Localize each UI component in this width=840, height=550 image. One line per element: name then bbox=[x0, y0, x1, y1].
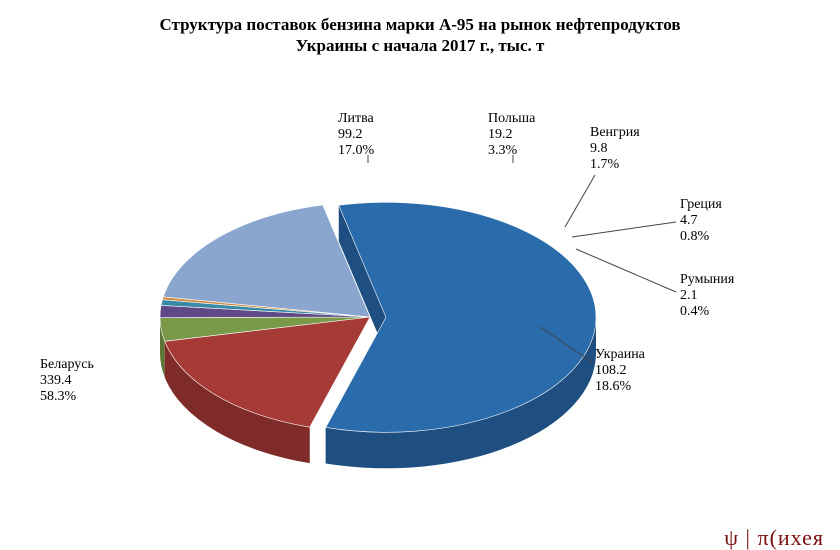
label-value: 108.2 bbox=[595, 363, 627, 378]
label-percent: 0.4% bbox=[680, 304, 709, 319]
watermark: ψ | π(ихея bbox=[724, 525, 824, 550]
label-name: Румыния bbox=[680, 272, 734, 287]
label-belarus: Беларусь 339.4 58.3% bbox=[40, 357, 94, 405]
label-polsha: Польша 19.2 3.3% bbox=[488, 111, 535, 159]
label-name: Украина bbox=[595, 347, 645, 362]
label-value: 99.2 bbox=[338, 127, 363, 142]
pie-chart: Беларусь 339.4 58.3% Литва 99.2 17.0% По… bbox=[0, 57, 840, 550]
label-percent: 1.7% bbox=[590, 157, 619, 172]
label-value: 2.1 bbox=[680, 288, 698, 303]
chart-title: Структура поставок бензина марки А-95 на… bbox=[0, 0, 840, 57]
label-percent: 58.3% bbox=[40, 389, 76, 404]
label-value: 19.2 bbox=[488, 127, 513, 142]
label-name: Беларусь bbox=[40, 357, 94, 372]
label-name: Венгрия bbox=[590, 125, 640, 140]
label-name: Литва bbox=[338, 111, 374, 126]
label-percent: 3.3% bbox=[488, 143, 517, 158]
label-rumynia: Румыния 2.1 0.4% bbox=[680, 272, 734, 320]
label-value: 9.8 bbox=[590, 141, 608, 156]
label-vengria: Венгрия 9.8 1.7% bbox=[590, 125, 640, 173]
label-litva: Литва 99.2 17.0% bbox=[338, 111, 374, 159]
label-name: Польша bbox=[488, 111, 535, 126]
title-line2: Украины с начала 2017 г., тыс. т bbox=[296, 36, 545, 55]
label-percent: 0.8% bbox=[680, 229, 709, 244]
label-value: 4.7 bbox=[680, 213, 698, 228]
title-line1: Структура поставок бензина марки А-95 на… bbox=[159, 15, 680, 34]
label-ukraina: Украина 108.2 18.6% bbox=[595, 347, 645, 395]
label-percent: 18.6% bbox=[595, 379, 631, 394]
label-grecia: Греция 4.7 0.8% bbox=[680, 197, 722, 245]
label-name: Греция bbox=[680, 197, 722, 212]
label-value: 339.4 bbox=[40, 373, 72, 388]
label-percent: 17.0% bbox=[338, 143, 374, 158]
